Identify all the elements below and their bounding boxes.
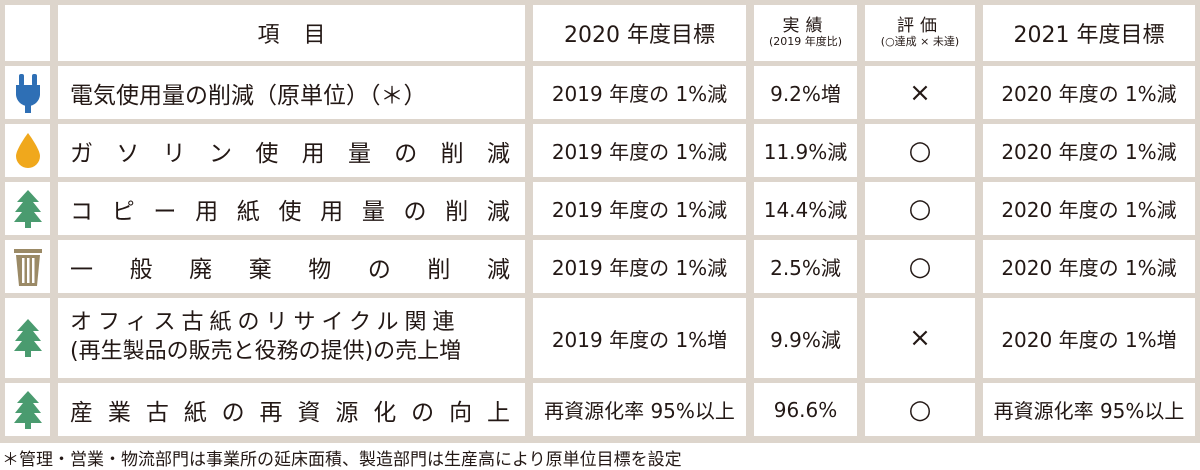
tree-icon bbox=[5, 298, 50, 378]
row-item-char: 化 bbox=[373, 399, 397, 426]
row-item: 電気使用量の削減（原単位）（＊） bbox=[58, 66, 525, 119]
row-eval: ○ bbox=[865, 124, 975, 177]
trash-can-icon bbox=[5, 240, 50, 293]
row-item: 産業古紙の再資源化の向上 bbox=[58, 383, 525, 436]
row-item-char: 上 bbox=[486, 399, 510, 426]
row-item-char: 減 bbox=[486, 140, 510, 167]
row-item-char: 使 bbox=[255, 140, 279, 167]
row-item-char: の bbox=[394, 140, 418, 167]
row-item-char: 産 bbox=[70, 399, 93, 426]
row-item-line1: オフィス古紙のリサイクル関連 bbox=[70, 310, 461, 336]
row-item-char: 用 bbox=[320, 198, 344, 225]
row-item-char: 一 bbox=[70, 256, 93, 283]
row-item-char: ー bbox=[153, 198, 177, 225]
row-item-char: 紙 bbox=[183, 399, 207, 426]
row-item-label: 産業古紙の再資源化の向上 bbox=[70, 393, 510, 427]
row-eval: × bbox=[865, 298, 975, 378]
row-target-2021: 2020 年度の 1%減 bbox=[983, 124, 1195, 177]
row-item-char: 用 bbox=[195, 198, 219, 225]
row-item: コピー用紙使用量の削減 bbox=[58, 182, 525, 235]
goals-table: 項目 2020 年度目標 実績 (2019 年度比) 評価 (○達成 × 未達)… bbox=[5, 5, 1195, 438]
header-result: 実績 (2019 年度比) bbox=[754, 5, 857, 61]
header-eval-sub: (○達成 × 未達) bbox=[880, 35, 960, 49]
row-result: 9.2%増 bbox=[754, 66, 857, 119]
tree-icon bbox=[5, 182, 50, 235]
row-item-char: の bbox=[221, 399, 245, 426]
tree-icon bbox=[5, 383, 50, 436]
row-eval: ○ bbox=[865, 182, 975, 235]
row-target-2021: 2020 年度の 1%増 bbox=[983, 298, 1195, 378]
header-result-sub: (2019 年度比) bbox=[768, 35, 843, 49]
row-item: ガソリン使用量の削減 bbox=[58, 124, 525, 177]
row-item-char: ピ bbox=[111, 198, 135, 225]
row-eval: ○ bbox=[865, 383, 975, 436]
row-item-label: コピー用紙使用量の削減 bbox=[70, 192, 510, 226]
row-item-char: 削 bbox=[440, 140, 464, 167]
row-item-line2: (再生製品の販売と役務の提供)の売上増 bbox=[70, 339, 462, 364]
row-item-char: 廃 bbox=[189, 256, 213, 283]
plug-icon bbox=[5, 66, 50, 119]
row-item-char: 減 bbox=[486, 198, 510, 225]
header-eval-label: 評価 bbox=[897, 15, 943, 36]
row-item-char: 減 bbox=[486, 256, 510, 283]
header-item: 項目 bbox=[58, 5, 525, 61]
row-target-2020: 2019 年度の 1%増 bbox=[533, 298, 746, 378]
row-item-char: 棄 bbox=[248, 256, 272, 283]
row-target-2021: 再資源化率 95%以上 bbox=[983, 383, 1195, 436]
row-item-char: 削 bbox=[427, 256, 451, 283]
row-target-2020: 2019 年度の 1%減 bbox=[533, 240, 746, 293]
row-result: 14.4%減 bbox=[754, 182, 857, 235]
row-item: 一般廃棄物の削減 bbox=[58, 240, 525, 293]
header-target-2020: 2020 年度目標 bbox=[533, 5, 746, 61]
row-item-char: の bbox=[367, 256, 391, 283]
row-item-char: ソ bbox=[116, 140, 140, 167]
row-item-char: 用 bbox=[301, 140, 325, 167]
row-item-char: ガ bbox=[70, 140, 93, 167]
row-item-label: 一般廃棄物の削減 bbox=[70, 250, 510, 284]
footnote: ＊管理・営業・物流部門は事業所の延床面積、製造部門は生産高により原単位目標を設定 bbox=[2, 450, 682, 470]
row-target-2021: 2020 年度の 1%減 bbox=[983, 182, 1195, 235]
header-result-label: 実績 bbox=[782, 15, 829, 36]
row-eval: ○ bbox=[865, 240, 975, 293]
row-target-2020: 2019 年度の 1%減 bbox=[533, 66, 746, 119]
row-target-2020: 2019 年度の 1%減 bbox=[533, 182, 746, 235]
row-item-char: の bbox=[403, 198, 427, 225]
row-item-char: 資 bbox=[297, 399, 321, 426]
row-item-char: 量 bbox=[347, 140, 371, 167]
table-frame: 項目 2020 年度目標 実績 (2019 年度比) 評価 (○達成 × 未達)… bbox=[0, 0, 1200, 443]
row-item: オフィス古紙のリサイクル関連 (再生製品の販売と役務の提供)の売上増 bbox=[58, 298, 525, 378]
row-item-char: 使 bbox=[278, 198, 302, 225]
row-target-2021: 2020 年度の 1%減 bbox=[983, 240, 1195, 293]
row-result: 11.9%減 bbox=[754, 124, 857, 177]
row-item-char: 物 bbox=[308, 256, 332, 283]
row-result: 2.5%減 bbox=[754, 240, 857, 293]
row-item-char: 量 bbox=[361, 198, 385, 225]
row-item-char: コ bbox=[70, 198, 93, 225]
row-item-char: 業 bbox=[107, 399, 131, 426]
header-target-2021: 2021 年度目標 bbox=[983, 5, 1195, 61]
header-eval: 評価 (○達成 × 未達) bbox=[865, 5, 975, 61]
row-item-char: 般 bbox=[129, 256, 153, 283]
row-item-char: ン bbox=[208, 140, 232, 167]
row-item-char: 削 bbox=[445, 198, 469, 225]
row-target-2020: 再資源化率 95%以上 bbox=[533, 383, 746, 436]
row-item-label: ガソリン使用量の削減 bbox=[70, 134, 510, 168]
row-target-2021: 2020 年度の 1%減 bbox=[983, 66, 1195, 119]
row-result: 96.6% bbox=[754, 383, 857, 436]
row-item-char: の bbox=[411, 399, 435, 426]
row-result: 9.9%減 bbox=[754, 298, 857, 378]
row-eval: × bbox=[865, 66, 975, 119]
water-drop-icon bbox=[5, 124, 50, 177]
header-icon-cell bbox=[5, 5, 50, 61]
row-item-char: 古 bbox=[145, 399, 169, 426]
row-item-char: 再 bbox=[259, 399, 283, 426]
row-item-char: 向 bbox=[449, 399, 473, 426]
row-item-char: 紙 bbox=[236, 198, 260, 225]
row-item-char: リ bbox=[162, 140, 186, 167]
row-target-2020: 2019 年度の 1%減 bbox=[533, 124, 746, 177]
row-item-char: 源 bbox=[335, 399, 359, 426]
